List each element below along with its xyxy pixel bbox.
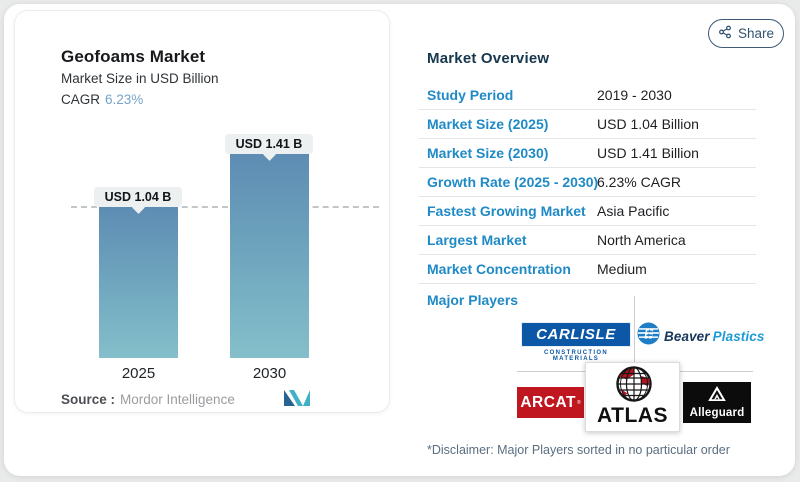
row-label: Fastest Growing Market — [427, 203, 586, 219]
carlisle-logo-text: CARLISLE — [536, 326, 616, 343]
chart-cagr: CAGR 6.23% — [61, 92, 143, 107]
alleguard-logo: Alleguard — [683, 382, 751, 423]
row-value: USD 1.04 Billion — [597, 116, 699, 132]
atlas-globe-icon — [612, 365, 656, 410]
row-label: Largest Market — [427, 232, 527, 248]
major-players-label: Major Players — [427, 292, 519, 308]
mordor-intelligence-logo-icon — [284, 390, 310, 411]
x-axis-label-2025: 2025 — [121, 365, 156, 382]
chart-card: Geofoams Market Market Size in USD Billi… — [14, 10, 390, 413]
table-row: Market Concentration Medium — [419, 255, 756, 284]
reference-dashed-line — [71, 206, 379, 208]
share-button-label: Share — [737, 26, 775, 41]
table-row: Fastest Growing Market Asia Pacific — [419, 197, 756, 226]
atlas-logo-text: ATLAS — [595, 404, 670, 427]
players-divider-vertical — [634, 296, 635, 370]
share-button[interactable]: Share — [708, 19, 784, 48]
row-label: Study Period — [427, 87, 514, 103]
carlisle-logo: CARLISLE — [521, 322, 631, 347]
atlas-logo: ATLAS — [585, 362, 680, 432]
row-label: Market Size (2030) — [427, 145, 549, 161]
source-row: Source : Mordor Intelligence — [61, 392, 235, 407]
source-value: Mordor Intelligence — [120, 392, 235, 407]
row-value: North America — [597, 232, 686, 248]
share-icon — [718, 25, 732, 42]
cagr-label: CAGR — [61, 92, 101, 107]
overview-table: Study Period 2019 - 2030 Market Size (20… — [419, 81, 756, 284]
arcat-logo-text: ARCAT — [520, 393, 576, 411]
overview-heading: Market Overview — [427, 50, 550, 67]
beaver-plastics-logo: Beaver Plastics — [637, 322, 765, 350]
row-label: Market Concentration — [427, 261, 571, 277]
source-label: Source : — [61, 392, 116, 407]
row-label: Market Size (2025) — [427, 116, 549, 132]
row-label: Growth Rate (2025 - 2030) — [427, 174, 599, 190]
table-row: Market Size (2025) USD 1.04 Billion — [419, 110, 756, 139]
chart-subtitle: Market Size in USD Billion — [61, 71, 219, 86]
chart-title: Geofoams Market — [61, 47, 206, 66]
arcat-registered-mark: ® — [576, 399, 581, 406]
row-value: 2019 - 2030 — [597, 87, 672, 103]
carlisle-logo-subtext: CONSTRUCTION MATERIALS — [544, 350, 608, 362]
disclaimer-text: *Disclaimer: Major Players sorted in no … — [427, 443, 730, 457]
table-row: Growth Rate (2025 - 2030) 6.23% CAGR — [419, 168, 756, 197]
x-axis-label-2030: 2030 — [252, 365, 287, 382]
table-row: Market Size (2030) USD 1.41 Billion — [419, 139, 756, 168]
row-value: Medium — [597, 261, 647, 277]
beaver-plastics-logo-text: Beaver Plastics — [664, 328, 765, 344]
bar-2030 — [230, 153, 309, 358]
alleguard-a-icon — [708, 386, 726, 406]
alleguard-logo-text: Alleguard — [689, 407, 745, 419]
bar-value-label-2030: USD 1.41 B — [225, 134, 313, 154]
row-value: 6.23% CAGR — [597, 174, 682, 190]
table-row: Largest Market North America — [419, 226, 756, 255]
row-value: USD 1.41 Billion — [597, 145, 699, 161]
bar-value-label-2025: USD 1.04 B — [94, 187, 182, 207]
row-value: Asia Pacific — [597, 203, 670, 219]
arcat-logo: ARCAT ® — [517, 387, 584, 418]
table-row: Study Period 2019 - 2030 — [419, 81, 756, 110]
bar-2025 — [99, 206, 178, 358]
cagr-value: 6.23% — [105, 92, 144, 107]
beaver-plastics-icon — [637, 322, 660, 350]
